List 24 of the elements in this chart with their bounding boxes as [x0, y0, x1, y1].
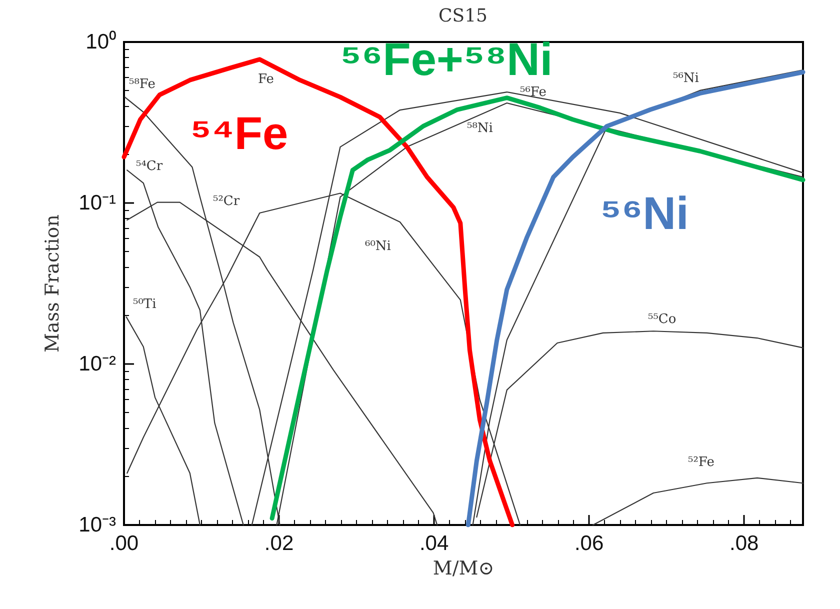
- series-label: ⁵⁵Co: [648, 312, 676, 327]
- series-label: ⁵⁶Ni: [600, 187, 689, 239]
- x-axis-title: M/M⊙: [432, 557, 494, 580]
- series-label: ⁶⁰Ni: [365, 239, 391, 254]
- series-label: ⁵⁴Cr: [136, 159, 164, 174]
- series-label: ⁵⁸Ni: [467, 121, 493, 136]
- series-label: ⁵⁶Ni: [673, 71, 699, 86]
- series-label: ⁵²Cr: [213, 194, 240, 209]
- x-tick-label: .06: [574, 532, 604, 555]
- series-label: ⁵⁴Fe: [190, 107, 288, 159]
- x-tick-label: .04: [419, 532, 449, 555]
- y-axis-title: Mass Fraction: [42, 214, 64, 352]
- series-label: ⁵⁰Ti: [133, 297, 156, 312]
- series-label: ⁵²Fe: [688, 455, 715, 470]
- series-label: ⁵⁶Fe+⁵⁸Ni: [340, 33, 553, 85]
- chart-title: CS15: [438, 6, 488, 26]
- series-label: ⁵⁶Fe: [520, 85, 547, 100]
- y-tick-label: 10⁰: [86, 30, 116, 54]
- y-tick-label: 10⁻²: [78, 352, 116, 376]
- y-tick-label: 10⁻¹: [78, 192, 116, 214]
- x-tick-label: .08: [729, 532, 759, 555]
- series-label: ⁵⁸Fe: [129, 77, 156, 92]
- x-tick-label: .02: [264, 532, 294, 555]
- annotation: Fe: [258, 72, 274, 87]
